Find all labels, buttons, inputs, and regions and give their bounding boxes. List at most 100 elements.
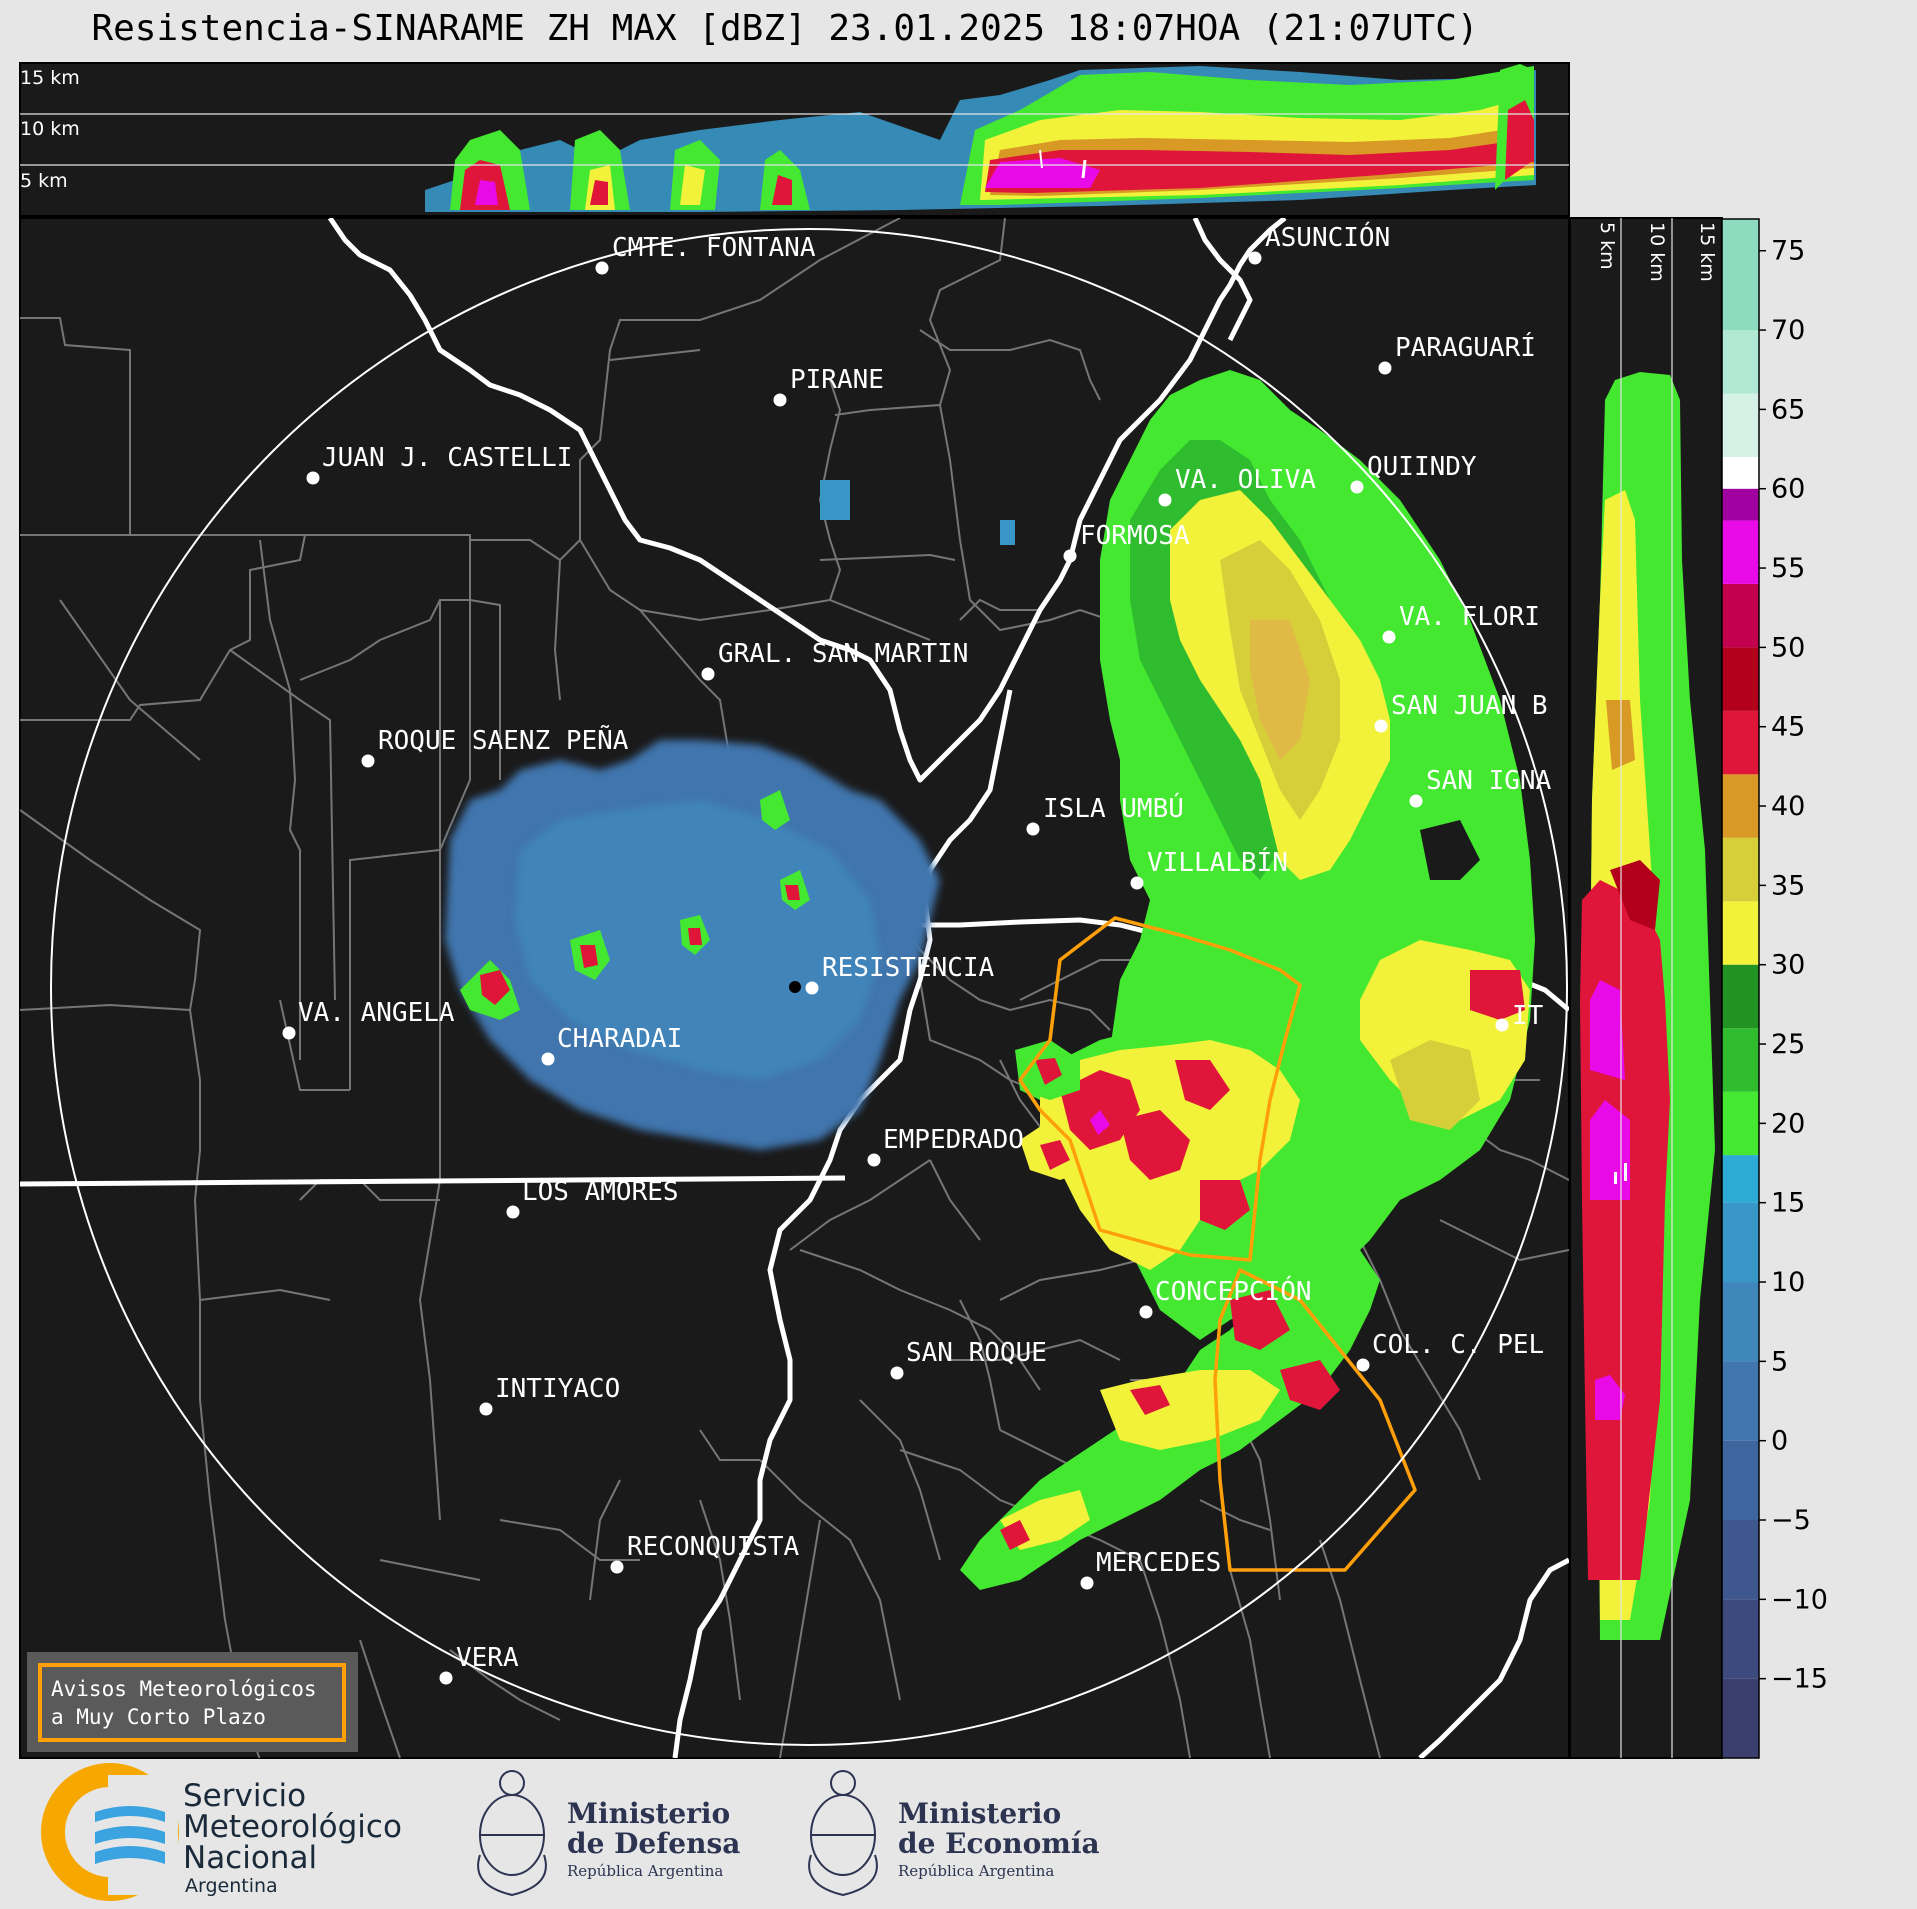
svg-text:VILLALBÍN: VILLALBÍN: [1147, 846, 1288, 878]
city-villalbin: VILLALBÍN: [1130, 846, 1288, 890]
warning-legend-line2: a Muy Corto Plazo: [51, 1705, 266, 1729]
colorbar-tick-label: 5: [1771, 1346, 1788, 1377]
svg-text:LOS AMORES: LOS AMORES: [522, 1177, 679, 1207]
city-juan-j-castelli: JUAN J. CASTELLI: [306, 443, 572, 485]
city-cmte-fontana: CMTE. FONTANA: [595, 233, 816, 275]
colorbar-tick-label: 15: [1771, 1188, 1805, 1219]
city-asuncion: ASUNCIÓN: [1248, 221, 1390, 265]
svg-text:JUAN J. CASTELLI: JUAN J. CASTELLI: [322, 443, 572, 473]
colorbar-tick-label: 25: [1771, 1029, 1805, 1060]
svg-text:RECONQUISTA: RECONQUISTA: [627, 1532, 800, 1562]
colorbar-segment: [1722, 837, 1759, 902]
svg-text:QUIINDY: QUIINDY: [1367, 452, 1477, 482]
economia-logo: Ministerio de Economía República Argenti…: [808, 1770, 1100, 1897]
colorbar-segment: [1722, 393, 1759, 457]
svg-text:ROQUE SAENZ PEÑA: ROQUE SAENZ PEÑA: [378, 724, 629, 756]
defensa-line3: República Argentina: [567, 1862, 723, 1880]
city-charadai: CHARADAI: [541, 1024, 682, 1066]
colorbar-segment: [1722, 456, 1759, 489]
svg-text:CHARADAI: CHARADAI: [557, 1024, 682, 1054]
colorbar-tick-label: −10: [1771, 1584, 1828, 1615]
colorbar-segment: [1722, 1599, 1759, 1679]
smn-logo: Servicio Meteorológico Nacional Argentin…: [41, 1763, 402, 1901]
radar-echoes: [445, 370, 1535, 1590]
city-empedrado: EMPEDRADO: [867, 1125, 1024, 1167]
svg-text:ISLA UMBÚ: ISLA UMBÚ: [1043, 792, 1184, 824]
warning-legend: Avisos Meteorológicos a Muy Corto Plazo: [27, 1652, 358, 1752]
economia-line2: de Economía: [898, 1827, 1100, 1860]
colorbar-tick-label: 55: [1771, 553, 1805, 584]
svg-text:SAN JUAN B: SAN JUAN B: [1391, 691, 1548, 721]
city-vera: VERA: [439, 1643, 519, 1685]
svg-text:VA. ANGELA: VA. ANGELA: [298, 998, 455, 1028]
svg-text:ASUNCIÓN: ASUNCIÓN: [1265, 221, 1390, 253]
city-los-amores: LOS AMORES: [506, 1177, 679, 1219]
warning-polygons: [1018, 916, 1417, 1572]
city-va-oliva: VA. OLIVA: [1158, 465, 1316, 507]
city-resistencia: RESISTENCIA: [805, 953, 995, 995]
colorbar-segment: [1722, 901, 1759, 965]
colorbar-segment: [1722, 1091, 1759, 1156]
city-san-roque: SAN ROQUE: [890, 1338, 1047, 1380]
svg-text:COL. C. PEL: COL. C. PEL: [1372, 1330, 1544, 1360]
radar-site: [789, 981, 801, 993]
colorbar-segment: [1722, 520, 1759, 584]
colorbar-segment: [1722, 583, 1759, 648]
city-formosa: FORMOSA: [1063, 521, 1190, 563]
city-quiindy: QUIINDY: [1350, 452, 1477, 494]
svg-text:INTIYACO: INTIYACO: [495, 1374, 620, 1404]
colorbar-segment: [1722, 1155, 1759, 1203]
city-isla-umbu: ISLA UMBÚ: [1026, 792, 1184, 836]
colorbar-segment: [1722, 1520, 1759, 1600]
colorbar-segment: [1722, 710, 1759, 775]
side-height-panel: 5 km 10 km 15 km: [1569, 217, 1723, 1759]
svg-text:SAN ROQUE: SAN ROQUE: [906, 1338, 1047, 1368]
city-va-florida: VA. FLORI: [1382, 602, 1540, 644]
city-concepcion: CONCEPCIÓN: [1139, 1275, 1312, 1319]
svg-text:IT: IT: [1512, 1001, 1544, 1031]
top-height-label-15: 15 km: [20, 67, 80, 89]
river-borders: [20, 218, 1569, 1758]
city-gral-san-martin: GRAL. SAN MARTIN: [701, 639, 968, 681]
city-intiyaco: INTIYACO: [479, 1374, 620, 1416]
national-shield-icon: [808, 1770, 878, 1897]
radar-map: CMTE. FONTANA ASUNCIÓN PARAGUARÍ PIRANE …: [19, 217, 1570, 1759]
smn-line1: Servicio: [183, 1778, 306, 1814]
svg-text:FORMOSA: FORMOSA: [1080, 521, 1190, 551]
colorbar-tick-label: 75: [1771, 236, 1805, 267]
city-paraguari: PARAGUARÍ: [1378, 331, 1536, 375]
colorbar-segment: [1722, 647, 1759, 711]
city-va-angela: VA. ANGELA: [282, 998, 455, 1040]
city-roque-saenz-pena: ROQUE SAENZ PEÑA: [361, 724, 629, 768]
economia-line1: Ministerio: [898, 1797, 1061, 1830]
svg-text:MERCEDES: MERCEDES: [1096, 1548, 1221, 1578]
defensa-line1: Ministerio: [567, 1797, 730, 1830]
colorbar-segment: [1722, 964, 1759, 1029]
city-col-c-pellegrini: COL. C. PEL: [1356, 1330, 1544, 1372]
colorbar-tick-label: 70: [1771, 315, 1805, 346]
side-height-label-15: 15 km: [1696, 222, 1718, 282]
defensa-line2: de Defensa: [567, 1827, 740, 1860]
colorbar-segment: [1722, 1361, 1759, 1441]
colorbar-tick-label: 45: [1771, 712, 1805, 743]
colorbar-tick-label: 60: [1771, 474, 1805, 505]
svg-text:RESISTENCIA: RESISTENCIA: [822, 953, 995, 983]
side-panel-echoes: [1580, 372, 1715, 1640]
colorbar-segment: [1722, 1282, 1759, 1362]
colorbar-tick-label: 35: [1771, 870, 1805, 901]
colorbar-tick-label: −5: [1771, 1505, 1811, 1536]
svg-text:VERA: VERA: [456, 1643, 519, 1673]
svg-text:VA. OLIVA: VA. OLIVA: [1175, 465, 1316, 495]
colorbar-tick-label: 65: [1771, 394, 1805, 425]
colorbar-segment: [1722, 1202, 1759, 1283]
colorbar-segment: [1722, 330, 1759, 394]
side-height-label-10: 10 km: [1646, 222, 1668, 282]
top-height-label-5: 5 km: [20, 170, 68, 192]
city-mercedes: MERCEDES: [1080, 1548, 1221, 1590]
chart-title: Resistencia-SINARAME ZH MAX [dBZ] 23.01.…: [91, 8, 1479, 49]
colorbar-tick-label: 0: [1771, 1426, 1788, 1457]
colorbar-tick-label: 20: [1771, 1108, 1805, 1139]
svg-text:SAN IGNA: SAN IGNA: [1426, 766, 1552, 796]
